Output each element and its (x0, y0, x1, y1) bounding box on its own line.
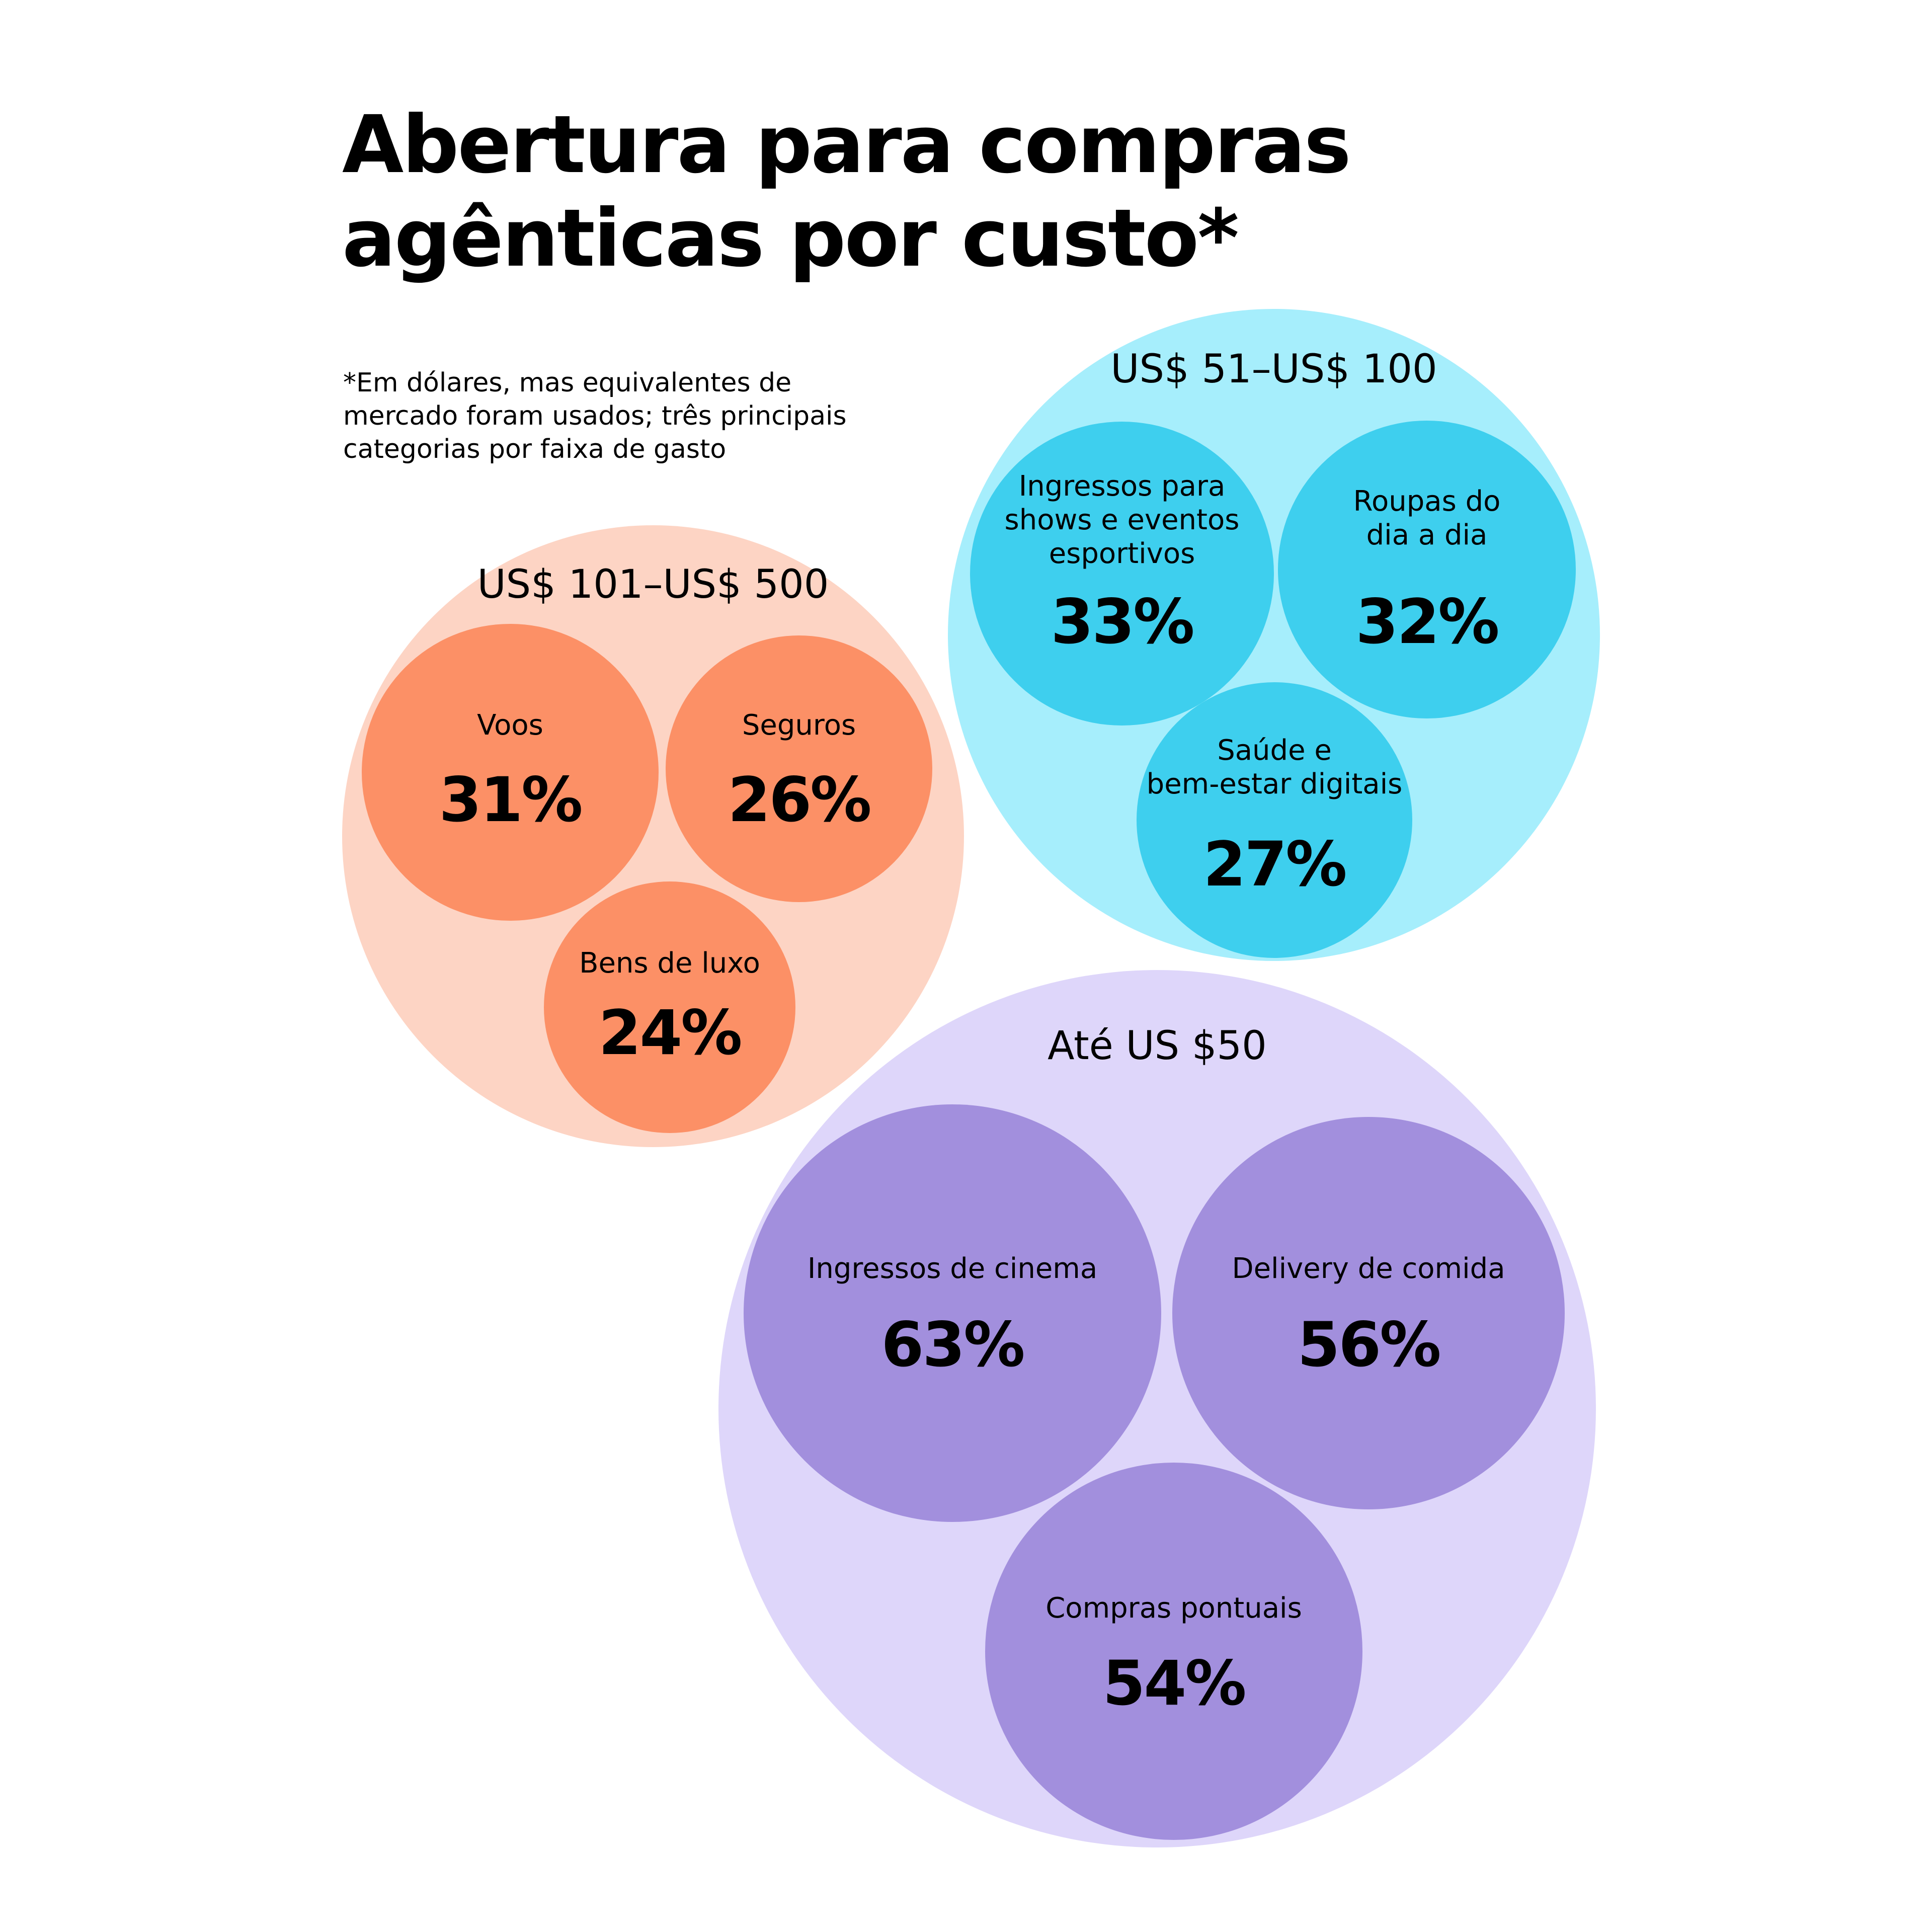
item-value-delivery-de-comida: 56% (1297, 1309, 1439, 1381)
item-label-seguros-line-1: Seguros (742, 709, 856, 742)
item-value-ingressos-de-cinema: 63% (881, 1309, 1023, 1381)
item-value-ingressos-para-shows-e-eventos-esportivos: 33% (1051, 586, 1193, 658)
item-label-bens-de-luxo-line-1: Bens de luxo (579, 947, 760, 980)
footnote-line-2: mercado foram usados; três principais (343, 401, 847, 431)
item-bubble-compras-pontuais (985, 1463, 1362, 1840)
item-label-delivery-de-comida-line-1: Delivery de comida (1232, 1252, 1505, 1285)
footnote: *Em dólares, mas equivalentes de mercado… (343, 366, 947, 466)
footnote-line-1: *Em dólares, mas equivalentes de (343, 368, 792, 398)
item-bubble-ingressos-para-shows-e-eventos-esportivos (970, 422, 1274, 726)
chart-title: Abertura para compras agênticas por cust… (342, 98, 1449, 285)
item-label-compras-pontuais-line-1: Compras pontuais (1045, 1592, 1302, 1625)
item-bubble-seguros (666, 635, 932, 902)
item-value-bens-de-luxo: 24% (598, 997, 741, 1069)
chart-title-line-1: Abertura para compras (342, 99, 1351, 191)
item-label-ingressos-para-shows-e-eventos-esportivos-line-2: shows e eventos (1005, 504, 1240, 536)
item-label-saude-e-bem-estar-digitais-line-1: Saúde e (1217, 734, 1332, 767)
item-bubble-ingressos-de-cinema (744, 1104, 1161, 1522)
item-label-roupas-do-dia-a-dia-line-2: dia a dia (1366, 519, 1488, 551)
item-bubble-voos (362, 624, 659, 921)
item-label-ingressos-de-cinema-line-1: Ingressos de cinema (808, 1252, 1097, 1285)
item-bubble-saude-e-bem-estar-digitais (1137, 682, 1412, 958)
item-value-saude-e-bem-estar-digitais: 27% (1203, 829, 1345, 900)
item-label-ingressos-para-shows-e-eventos-esportivos-line-1: Ingressos para (1019, 470, 1226, 503)
item-label-ingressos-para-shows-e-eventos-esportivos-line-3: esportivos (1049, 537, 1195, 570)
group-title-us-101-us-500: US$ 101–US$ 500 (477, 562, 829, 607)
item-label-voos-line-1: Voos (477, 709, 543, 742)
footnote-line-3: categorias por faixa de gasto (343, 434, 727, 464)
item-value-seguros: 26% (728, 764, 870, 836)
item-value-voos: 31% (439, 764, 581, 836)
item-value-roupas-do-dia-a-dia: 32% (1355, 586, 1498, 658)
item-label-roupas-do-dia-a-dia-line-1: Roupas do (1353, 485, 1501, 518)
group-title-ate-us-50: Até US $50 (1048, 1023, 1267, 1069)
group-title-us-51-us-100: US$ 51–US$ 100 (1110, 347, 1437, 392)
item-label-saude-e-bem-estar-digitais-line-2: bem-estar digitais (1147, 768, 1403, 800)
item-value-compras-pontuais: 54% (1102, 1648, 1245, 1719)
chart-title-line-2: agênticas por custo* (342, 192, 1239, 285)
item-bubble-bens-de-luxo (544, 881, 795, 1133)
item-bubble-roupas-do-dia-a-dia (1278, 421, 1576, 718)
item-bubble-delivery-de-comida (1172, 1117, 1565, 1509)
